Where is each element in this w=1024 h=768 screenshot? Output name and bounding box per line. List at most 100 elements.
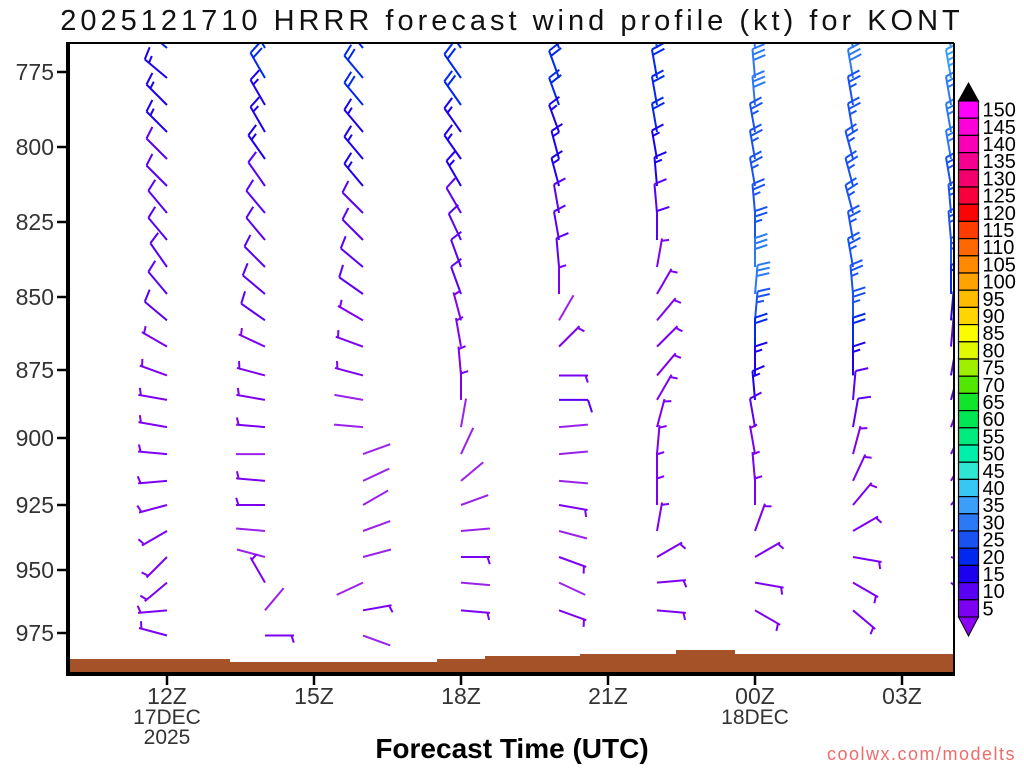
- colorbar-segment: [957, 513, 980, 532]
- colorbar-segment: [957, 358, 980, 377]
- wind-barb: [445, 150, 462, 187]
- wind-barb: [238, 327, 266, 348]
- wind-barb: [846, 231, 861, 268]
- wind-barb: [548, 44, 562, 79]
- wind-barb: [748, 391, 762, 428]
- wind-barb: [852, 482, 878, 506]
- wind-barb: [247, 124, 266, 160]
- x-tick-label: 15Z: [294, 683, 334, 709]
- wind-barb: [138, 387, 168, 401]
- wind-barb: [754, 206, 768, 240]
- wind-barb: [751, 178, 766, 214]
- wind-barb: [548, 68, 562, 106]
- wind-barb: [849, 259, 864, 295]
- wind-barb: [358, 44, 364, 49]
- wind-barb: [460, 398, 468, 428]
- wind-barb: [447, 204, 462, 241]
- wind-barb: [443, 124, 462, 160]
- colorbar-segment: [957, 547, 980, 567]
- x-tick-label: 21Z: [588, 683, 628, 709]
- wind-barb: [650, 123, 664, 160]
- wind-barb: [656, 579, 688, 588]
- watermark-link[interactable]: coolwx.com/modelts: [826, 744, 1016, 764]
- colorbar-tick-label: 135: [983, 151, 1016, 173]
- colorbar-segment: [957, 152, 980, 171]
- wind-barb: [249, 69, 266, 106]
- wind-barb: [656, 541, 687, 558]
- wind-barb: [460, 581, 490, 587]
- wind-barb: [754, 609, 781, 632]
- wind-barb: [362, 443, 391, 456]
- y-axis: 775 800 825 850 875 900 925 950 975: [16, 59, 68, 646]
- wind-barb: [754, 341, 768, 376]
- wind-barb: [852, 581, 879, 604]
- wind-barb: [751, 70, 766, 106]
- wind-barb: [950, 388, 953, 401]
- wind-barb: [461, 556, 491, 565]
- wind-barb: [362, 520, 391, 532]
- wind-barb: [852, 312, 866, 347]
- wind-barb: [559, 374, 589, 383]
- colorbar-segment: [957, 392, 980, 412]
- wind-barb: [944, 152, 953, 187]
- wind-barb: [656, 398, 672, 428]
- wind-barb: [558, 294, 575, 321]
- wind-barb: [656, 502, 670, 532]
- wind-barb: [754, 541, 785, 558]
- colorbar-tick-label: 35: [983, 495, 1005, 517]
- wind-barb: [558, 581, 586, 596]
- wind-barb: [136, 504, 168, 514]
- colorbar-segment: [957, 220, 980, 240]
- wind-barb: [137, 444, 168, 456]
- wind-barb: [460, 527, 490, 532]
- wind-barb: [145, 72, 168, 106]
- y-tick-label: 800: [16, 134, 54, 160]
- colorbar-segment: [957, 564, 980, 584]
- wind-barb: [656, 238, 670, 268]
- wind-barb: [336, 581, 364, 596]
- wind-barb: [457, 345, 466, 376]
- colorbar-tick-label: 145: [983, 117, 1016, 139]
- wind-barb: [236, 387, 266, 401]
- wind-barb: [243, 234, 266, 268]
- colorbar-segment: [957, 461, 980, 481]
- colorbar-tick-label: 25: [983, 530, 1005, 552]
- colorbar-tick-label: 5: [983, 598, 994, 620]
- wind-barb: [656, 297, 682, 322]
- wind-barb: [947, 181, 953, 214]
- colorbar-segment: [957, 581, 980, 601]
- wind-barb: [656, 475, 665, 505]
- terrain-profile: [68, 650, 954, 674]
- colorbar-tick-label: 90: [983, 306, 1005, 328]
- wind-barb: [265, 634, 295, 643]
- wind-barb: [160, 44, 168, 49]
- wind-barb: [656, 374, 678, 401]
- colorbar-segment: [957, 134, 980, 154]
- wind-barb: [656, 352, 682, 377]
- wind-barb: [137, 530, 168, 547]
- colorbar-segment: [957, 117, 980, 136]
- plot-frame: [66, 42, 955, 676]
- wind-barb: [852, 367, 869, 401]
- wind-barb: [236, 548, 266, 558]
- wind-barb: [748, 423, 758, 455]
- colorbar-tick-label: 55: [983, 426, 1005, 448]
- x-tick-label: 18Z: [441, 683, 481, 709]
- wind-barb: [852, 425, 868, 455]
- wind-barb: [748, 150, 763, 187]
- wind-barb: [445, 177, 462, 214]
- colorbar-segment: [957, 203, 980, 222]
- wind-barb: [656, 206, 670, 240]
- wind-barb: [235, 471, 266, 482]
- wind-barb: [558, 264, 567, 294]
- wind-barb: [852, 454, 872, 482]
- speed-colorbar: 1501451401351301251201151101051009590858…: [957, 81, 1016, 638]
- wind-barb: [249, 44, 266, 79]
- wind-barb: [362, 634, 391, 647]
- wind-barb: [950, 236, 953, 267]
- colorbar-segment: [957, 169, 980, 188]
- wind-barb: [454, 316, 464, 347]
- wind-barb: [338, 264, 364, 295]
- wind-barb: [852, 609, 876, 635]
